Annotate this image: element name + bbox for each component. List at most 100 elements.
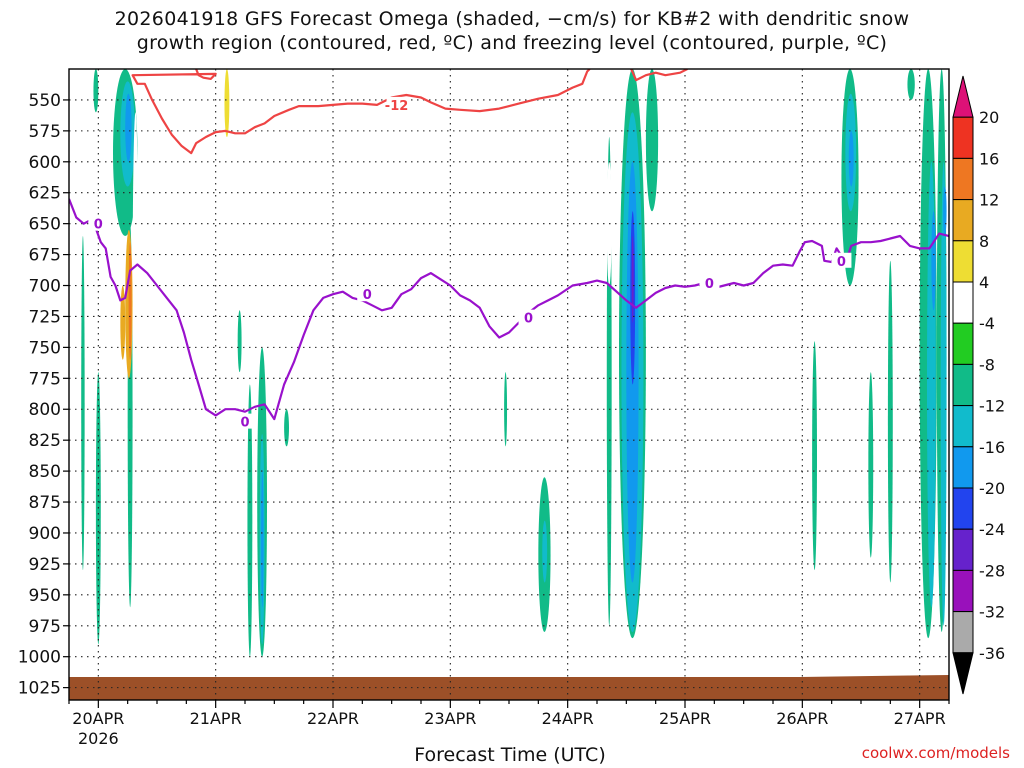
omega-region-23 <box>812 341 817 571</box>
colorbar-segment-11 <box>952 528 974 571</box>
contour-lines: -12 0 0 0 0 0 0 <box>69 69 949 431</box>
omega-region-44 <box>224 69 230 138</box>
omega-region-27 <box>868 372 874 558</box>
omega-shading <box>81 69 947 657</box>
omega-region-4 <box>81 236 85 571</box>
omega-region-52 <box>716 285 722 323</box>
dendritic-isotherm-line-2 <box>630 69 688 82</box>
y-tick-label: 625 <box>29 184 61 204</box>
colorbar-segment-1 <box>952 116 974 159</box>
freezing-level-label-4-bg <box>699 275 720 291</box>
colorbar-label: -28 <box>979 561 1005 580</box>
omega-region-43 <box>220 69 236 410</box>
y-tick-label: 1025 <box>18 679 61 699</box>
freezing-level-label-0-bg <box>88 215 109 231</box>
y-tick-label: 800 <box>29 400 61 420</box>
colorbar-segment-2 <box>952 157 974 201</box>
omega-region-34 <box>940 161 947 626</box>
colorbar-segment-13 <box>952 611 974 654</box>
x-tick-label: 22APR <box>307 709 359 728</box>
colorbar-label: -24 <box>979 520 1005 539</box>
dendritic-isotherm-label-bg <box>386 96 407 112</box>
omega-region-55 <box>479 532 483 583</box>
omega-region-29 <box>907 69 915 100</box>
x-tick-label: 26APR <box>776 709 828 728</box>
freezing-level-label-5: 0 <box>837 255 846 270</box>
freezing-level-line <box>69 198 949 421</box>
omega-region-56 <box>330 433 333 472</box>
dendritic-isotherm-label: -12 <box>385 99 409 114</box>
omega-region-32 <box>931 211 936 311</box>
colorbar-segment-4 <box>952 240 974 283</box>
colorbar-top-arrow <box>952 75 974 118</box>
chart-title-line-1: 2026041918 GFS Forecast Omega (shaded, −… <box>114 8 910 30</box>
dendritic-isotherm-line <box>131 69 591 155</box>
omega-region-28 <box>887 260 893 583</box>
y-tick-label: 950 <box>29 586 61 606</box>
omega-region-47 <box>347 137 353 212</box>
omega-region-45 <box>259 69 270 125</box>
omega-region-35 <box>943 186 947 237</box>
freezing-level-label-3-bg <box>518 309 539 325</box>
colorbar-segment-6 <box>952 322 974 365</box>
omega-region-38 <box>128 242 132 360</box>
omega-region-0 <box>93 69 99 113</box>
x-tick-label: 20APR <box>72 709 124 728</box>
colorbar-label: 16 <box>979 149 999 168</box>
colorbar-bottom-arrow <box>952 652 974 695</box>
freezing-level-label-2-bg <box>357 286 378 302</box>
y-tick-label: 850 <box>29 462 61 482</box>
omega-region-13 <box>504 372 508 447</box>
colorbar-label: -36 <box>979 644 1005 663</box>
omega-region-11 <box>261 471 264 608</box>
omega-region-49 <box>443 186 447 311</box>
freezing-level-label-0: 0 <box>94 218 103 233</box>
x-tick-sublabel: 2026 <box>78 729 119 748</box>
y-axis: 550 575 600 625 650 675 700 725 750 775 800 825 850 8… <box>18 91 69 699</box>
omega-region-39 <box>120 285 126 360</box>
omega-region-22 <box>645 69 659 212</box>
omega-region-21 <box>631 236 634 323</box>
colorbar-label: -32 <box>979 603 1005 622</box>
freezing-level-label-1: 0 <box>240 416 249 431</box>
colorbar-segment-7 <box>952 363 974 407</box>
freezing-level-label-3: 0 <box>524 312 533 327</box>
grid-lines <box>69 69 949 700</box>
y-tick-label: 900 <box>29 524 61 544</box>
colorbar-segment-10 <box>952 487 974 530</box>
colorbar-label: -20 <box>979 479 1005 498</box>
y-tick-label: 725 <box>29 307 61 327</box>
omega-region-46 <box>337 87 351 125</box>
y-tick-label: 925 <box>29 555 61 575</box>
omega-region-42 <box>198 137 206 410</box>
y-tick-label: 975 <box>29 617 61 637</box>
colorbar-label: 20 <box>979 108 999 127</box>
omega-region-7 <box>237 310 242 373</box>
omega-region-15 <box>542 520 548 583</box>
colorbar-segment-3 <box>952 199 974 242</box>
omega-region-26 <box>848 130 854 187</box>
colorbar-segment-9 <box>952 446 974 489</box>
x-tick-label: 27APR <box>894 709 946 728</box>
x-tick-label: 23APR <box>424 709 476 728</box>
colorbar-segment-5 <box>952 281 974 324</box>
y-tick-label: 1000 <box>18 648 61 668</box>
credit-link[interactable]: coolwx.com/models <box>861 744 1010 762</box>
omega-region-48 <box>372 112 376 187</box>
freezing-level-label-2: 0 <box>363 288 372 303</box>
colorbar-label: -12 <box>979 397 1005 416</box>
omega-region-54 <box>181 508 186 583</box>
y-tick-label: 550 <box>29 91 61 111</box>
colorbar-segment-8 <box>952 405 974 448</box>
omega-region-36 <box>132 112 139 484</box>
y-tick-label: 600 <box>29 153 61 173</box>
colorbar: 20 16 12 8 4 -4 -8 -12 -16 -20 -24 -28 -32 -36 <box>952 75 1005 695</box>
colorbar-label: -8 <box>979 355 995 374</box>
y-tick-label: 575 <box>29 122 61 142</box>
y-tick-label: 775 <box>29 369 61 389</box>
freezing-level-label-1-bg <box>235 413 255 429</box>
omega-region-53 <box>817 69 822 113</box>
colorbar-label: -4 <box>979 314 995 333</box>
